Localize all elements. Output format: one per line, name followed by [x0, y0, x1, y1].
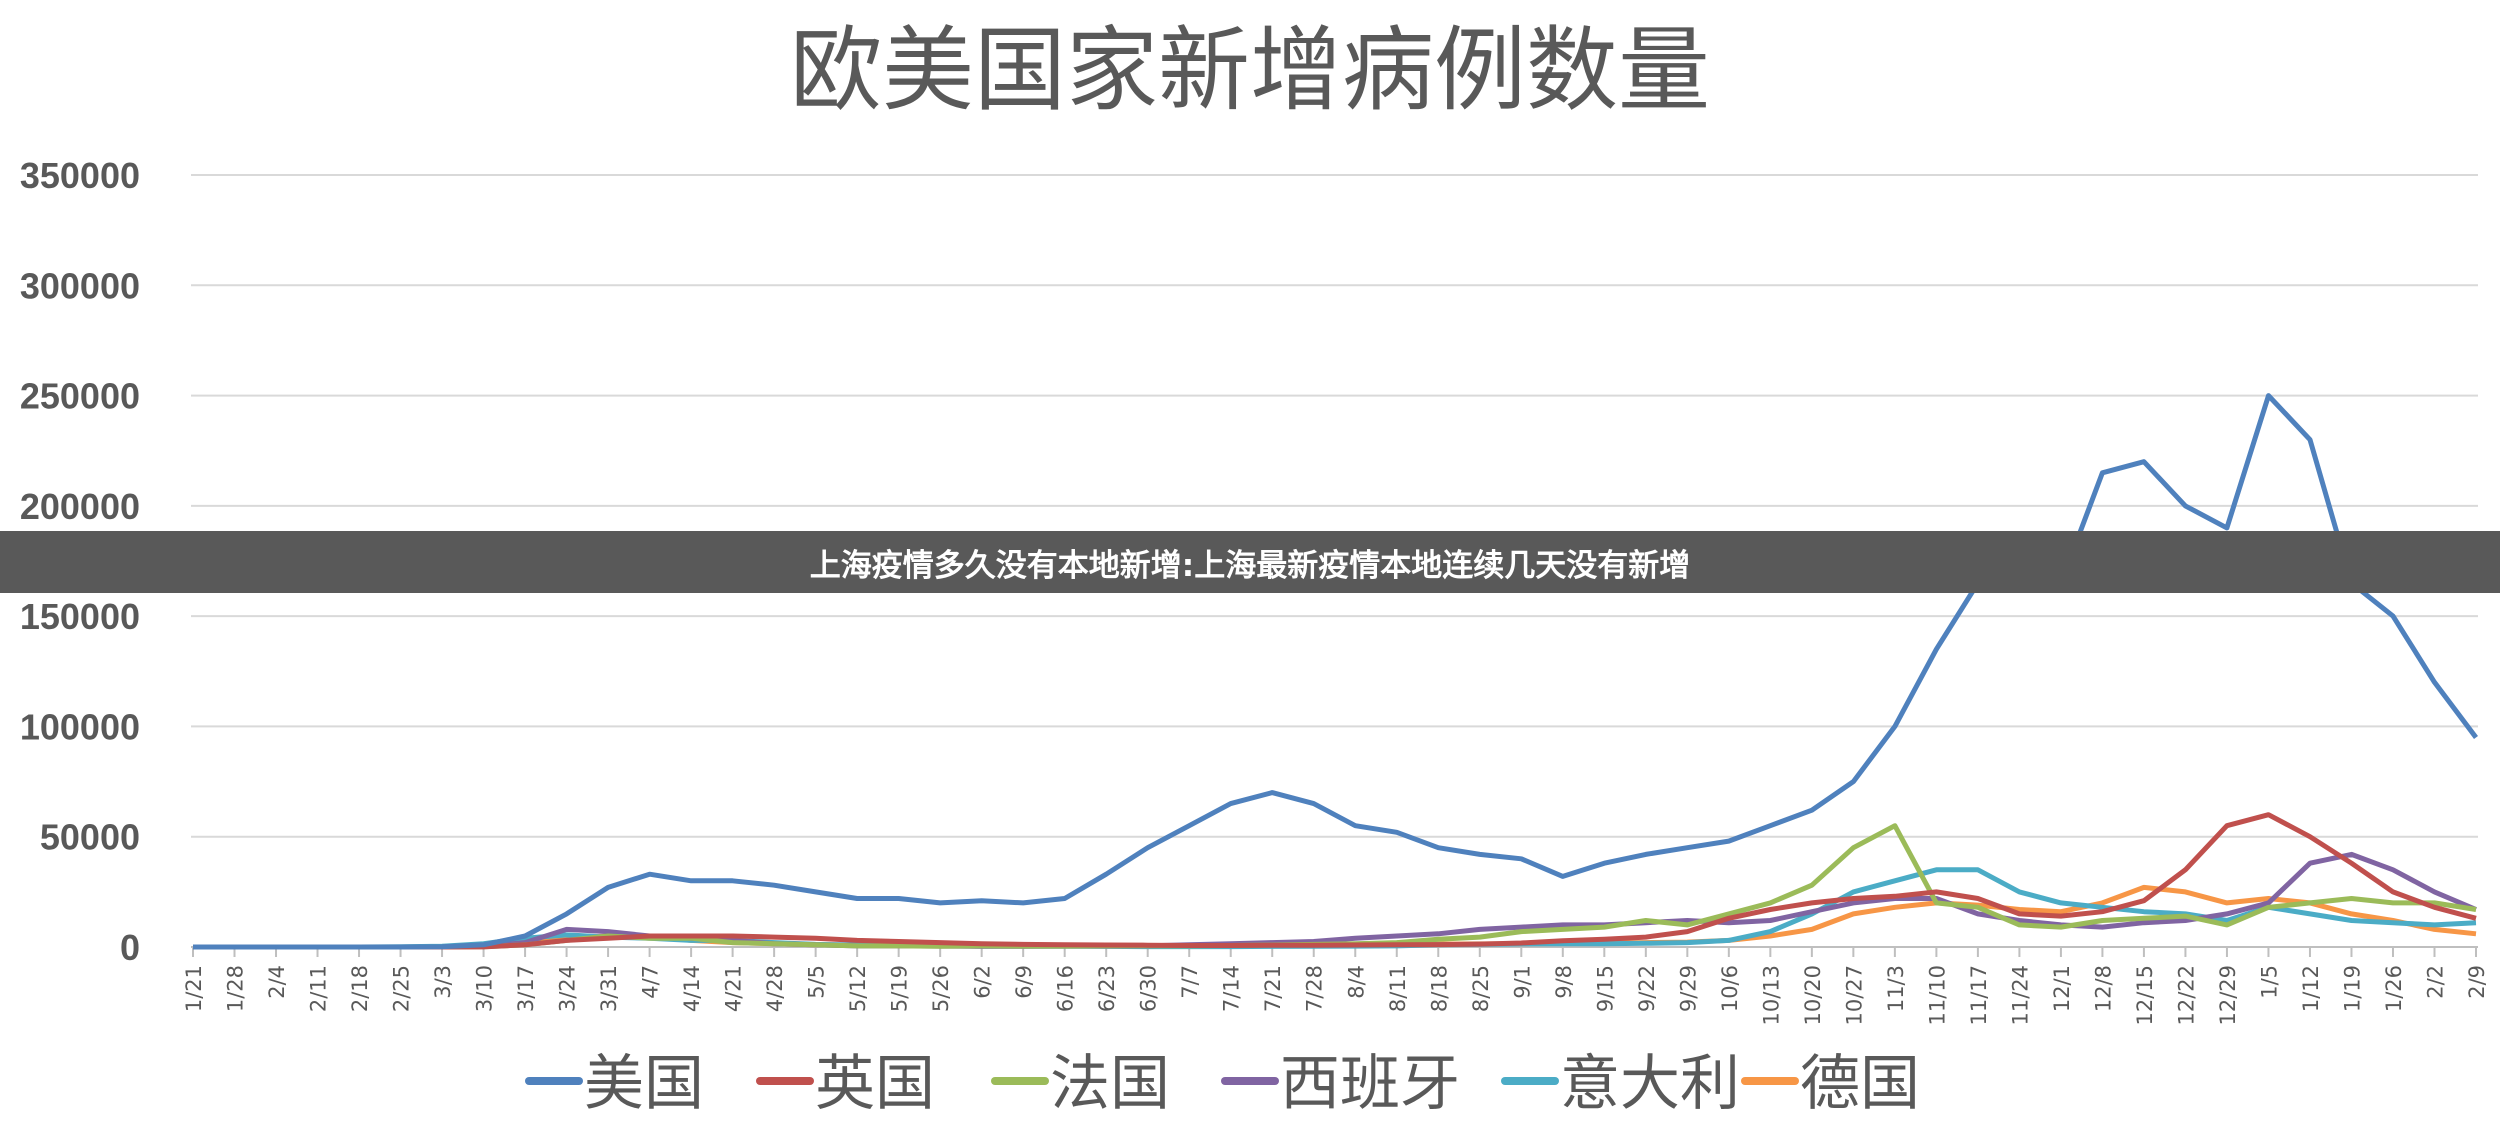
x-tick-label: 3/24 — [556, 965, 580, 1012]
x-tick-label: 2/25 — [390, 965, 414, 1012]
x-tick-label: 3/10 — [473, 965, 497, 1012]
y-tick-label: 50000 — [40, 817, 140, 858]
x-tick-label: 9/15 — [1593, 965, 1617, 1012]
series-line-意大利 — [193, 867, 2477, 950]
overlay-banner: 上海疫情多久没有本地新增:上海最新疫情本地连续几天没有新增 — [0, 531, 2500, 593]
series-line-美国 — [193, 393, 2478, 950]
x-tick-label: 1/28 — [224, 965, 248, 1012]
x-tick-label: 2/4 — [265, 965, 289, 999]
x-tick-label: 10/20 — [1801, 965, 1825, 1026]
x-tick-label: 1/19 — [2340, 965, 2364, 1012]
legend: 美国 英国 法国 西班牙 意大利 德国 — [525, 1049, 1920, 1119]
legend-label: 美国 — [584, 1049, 704, 1119]
x-tick-label: 6/30 — [1137, 965, 1161, 1012]
x-tick-label: 11/17 — [1967, 965, 1991, 1026]
banner-text: 上海疫情多久没有本地新增:上海最新疫情本地连续几天没有新增 — [809, 547, 1691, 584]
x-tick-label: 12/8 — [2091, 965, 2115, 1012]
x-tick-label: 12/15 — [2133, 965, 2157, 1026]
x-tick-label: 7/21 — [1261, 965, 1285, 1012]
x-tick-label: 4/14 — [680, 965, 704, 1012]
x-tick-label: 10/27 — [1842, 965, 1866, 1026]
x-tick-label: 2/2 — [2423, 965, 2447, 999]
x-tick-label: 3/17 — [514, 965, 538, 1012]
x-tick-label: 12/1 — [2050, 965, 2074, 1012]
x-tick-label: 5/26 — [929, 965, 953, 1012]
y-axis: 0 50000 100000 150000 200000 250000 300000 3500… — [20, 155, 140, 968]
x-tick-label: 1/26 — [2382, 965, 2406, 1012]
y-tick-label: 300000 — [20, 265, 140, 306]
x-tick-label: 9/8 — [1552, 965, 1576, 999]
x-tick-label: 9/29 — [1676, 965, 1700, 1012]
legend-item: 英国 — [756, 1049, 935, 1119]
x-tick-label: 2/11 — [307, 965, 331, 1012]
legend-item: 意大利 — [1501, 1049, 1740, 1119]
y-tick-label: 0 — [120, 927, 140, 968]
x-tick-label: 5/19 — [888, 965, 912, 1012]
y-tick-label: 250000 — [20, 376, 140, 417]
legend-label: 西班牙 — [1280, 1049, 1460, 1119]
x-tick-label: 3/3 — [431, 965, 455, 999]
x-tick-label: 4/28 — [763, 965, 787, 1012]
x-tick-label: 4/21 — [722, 965, 746, 1012]
series-line-西班牙 — [193, 851, 2477, 950]
x-tick-label: 10/13 — [1759, 965, 1783, 1026]
legend-label: 英国 — [815, 1049, 935, 1119]
legend-label: 意大利 — [1560, 1049, 1740, 1119]
x-tick-label: 12/29 — [2216, 965, 2240, 1026]
x-tick-label: 2/9 — [2465, 965, 2489, 999]
x-tick-label: 6/16 — [1054, 965, 1078, 1012]
x-tick-label: 6/2 — [971, 965, 995, 999]
series-lines — [193, 393, 2478, 950]
x-axis: 1/21 1/28 2/4 2/11 2/18 2/25 3/3 3/10 3/17 3/24 3/… — [182, 947, 2489, 1026]
x-tick-label: 9/22 — [1635, 965, 1659, 1012]
legend-item: 法国 — [991, 1049, 1170, 1119]
x-tick-label: 11/10 — [1925, 965, 1949, 1026]
legend-item: 德国 — [1741, 1049, 1920, 1119]
x-tick-label: 1/12 — [2299, 965, 2323, 1012]
y-tick-label: 100000 — [20, 706, 140, 747]
x-tick-label: 8/4 — [1344, 965, 1368, 999]
x-tick-label: 1/21 — [182, 965, 206, 1012]
legend-item: 西班牙 — [1221, 1049, 1460, 1119]
x-tick-label: 1/5 — [2257, 965, 2281, 999]
chart-title: 欧美国家新增病例数量 — [790, 17, 1710, 124]
series-line-英国 — [193, 812, 2477, 950]
x-tick-label: 11/3 — [1884, 965, 1908, 1012]
x-tick-label: 8/18 — [1427, 965, 1451, 1012]
x-tick-label: 5/5 — [805, 965, 829, 999]
legend-label: 德国 — [1800, 1049, 1920, 1119]
x-tick-label: 8/11 — [1386, 965, 1410, 1012]
x-tick-label: 2/18 — [348, 965, 372, 1012]
x-tick-label: 6/9 — [1012, 965, 1036, 999]
x-tick-label: 3/31 — [597, 965, 621, 1012]
legend-label: 法国 — [1050, 1049, 1170, 1119]
legend-item: 美国 — [525, 1049, 704, 1119]
x-tick-label: 9/1 — [1510, 965, 1534, 999]
x-tick-label: 8/25 — [1469, 965, 1493, 1012]
x-tick-label: 11/24 — [2008, 965, 2032, 1026]
y-tick-label: 150000 — [20, 596, 140, 637]
x-tick-label: 5/12 — [846, 965, 870, 1012]
x-tick-label: 7/28 — [1303, 965, 1327, 1012]
x-tick-label: 12/22 — [2174, 965, 2198, 1026]
y-tick-label: 200000 — [20, 486, 140, 527]
x-tick-label: 7/14 — [1220, 965, 1244, 1012]
x-tick-label: 7/7 — [1178, 965, 1202, 999]
x-tick-label: 10/6 — [1718, 965, 1742, 1012]
gridlines — [191, 174, 2478, 948]
y-tick-label: 350000 — [20, 155, 140, 196]
x-tick-label: 4/7 — [639, 965, 663, 999]
x-tick-label: 6/23 — [1095, 965, 1119, 1012]
